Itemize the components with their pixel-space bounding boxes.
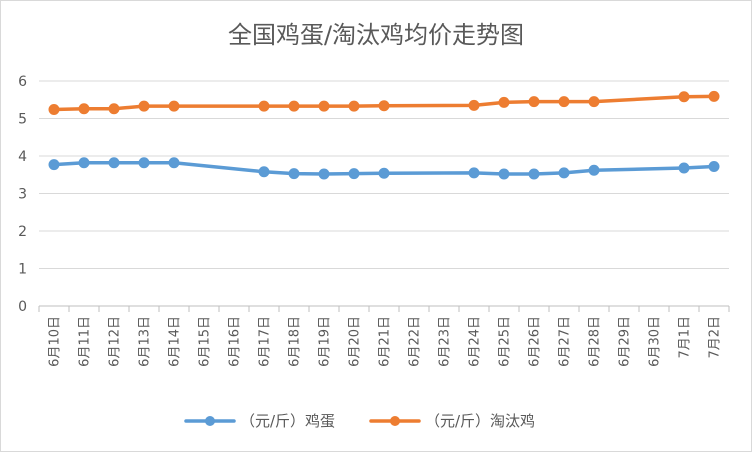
- data-point: [588, 96, 600, 108]
- y-tick-label: 5: [18, 112, 27, 128]
- data-point: [558, 167, 570, 179]
- data-point: [78, 103, 90, 115]
- x-tick-label: 6月23日: [438, 316, 453, 367]
- legend-swatch-marker: [390, 416, 400, 426]
- data-point: [498, 168, 510, 180]
- data-point: [708, 161, 720, 172]
- y-tick-label: 0: [18, 299, 27, 315]
- legend-label: （元/斤）淘汰鸡: [425, 412, 535, 430]
- data-point: [168, 100, 180, 112]
- data-point: [468, 99, 480, 111]
- legend-swatch-marker: [205, 416, 215, 426]
- axes: 0 1 2 3 4 5 6 6月10日 6月11日 6月12日 6月13日 6月14日 6月15日 6月1…: [18, 74, 730, 367]
- gridlines: [39, 80, 729, 269]
- data-point: [318, 168, 330, 180]
- x-tick-label: 6月28日: [588, 316, 603, 367]
- x-tick-label: 6月18日: [288, 316, 303, 367]
- x-tick-label: 6月22日: [408, 316, 423, 367]
- data-point: [348, 100, 360, 112]
- x-tick-label: 6月25日: [498, 316, 513, 367]
- data-point: [378, 167, 390, 179]
- data-point: [378, 100, 390, 112]
- y-tick-label: 4: [18, 149, 27, 165]
- data-point: [588, 164, 600, 176]
- data-point: [498, 96, 510, 108]
- x-tick-label: 6月10日: [48, 316, 63, 367]
- data-point: [678, 91, 690, 103]
- data-point: [348, 168, 360, 180]
- x-tick-label: 6月16日: [228, 316, 243, 367]
- x-tick-label: 6月29日: [618, 316, 633, 367]
- legend: （元/斤）鸡蛋 （元/斤）淘汰鸡: [184, 412, 535, 430]
- series-2: [48, 90, 720, 115]
- data-point: [48, 159, 60, 171]
- data-point: [138, 157, 150, 169]
- legend-item: （元/斤）鸡蛋: [184, 412, 335, 430]
- data-point: [318, 100, 330, 112]
- data-point: [138, 100, 150, 112]
- x-tick-label: 6月21日: [378, 316, 393, 367]
- data-point: [678, 162, 690, 174]
- data-point: [48, 104, 60, 115]
- data-point: [468, 167, 480, 179]
- series-1: [48, 157, 720, 180]
- data-point: [288, 168, 300, 180]
- data-point: [258, 166, 270, 178]
- x-tick-label: 6月15日: [198, 316, 213, 367]
- chart-title: 全国鸡蛋/淘汰鸡均价走势图: [228, 21, 524, 49]
- data-point: [108, 157, 120, 169]
- legend-item: （元/斤）淘汰鸡: [369, 412, 535, 430]
- x-tick-label: 6月13日: [138, 316, 153, 367]
- x-tick-label: 6月12日: [108, 316, 123, 367]
- y-tick-label: 2: [18, 224, 27, 240]
- data-point: [168, 157, 180, 169]
- series-group: [48, 90, 720, 180]
- x-tick-label: 6月26日: [528, 316, 543, 367]
- x-tick-label: 6月24日: [468, 316, 483, 367]
- data-point: [528, 96, 540, 108]
- x-tick-label: 6月30日: [648, 316, 663, 367]
- data-point: [528, 168, 540, 180]
- x-tick-label: 6月19日: [318, 316, 333, 367]
- x-tick-label: 7月2日: [708, 316, 723, 359]
- y-tick-label: 3: [18, 187, 27, 203]
- y-tick-label: 6: [18, 74, 27, 90]
- x-tick-label: 6月20日: [348, 316, 363, 367]
- x-tick-label: 6月14日: [168, 316, 183, 367]
- y-tick-label: 1: [18, 262, 27, 278]
- x-tick-label: 6月27日: [558, 316, 573, 367]
- data-point: [288, 100, 300, 112]
- data-point: [258, 100, 270, 112]
- data-point: [708, 90, 720, 102]
- x-tick-label: 6月11日: [78, 316, 93, 367]
- data-point: [108, 103, 120, 115]
- x-tick-label: 7月1日: [678, 316, 693, 359]
- x-tick-label: 6月17日: [258, 316, 273, 367]
- legend-label: （元/斤）鸡蛋: [240, 412, 335, 430]
- data-point: [78, 157, 90, 169]
- data-point: [558, 96, 570, 108]
